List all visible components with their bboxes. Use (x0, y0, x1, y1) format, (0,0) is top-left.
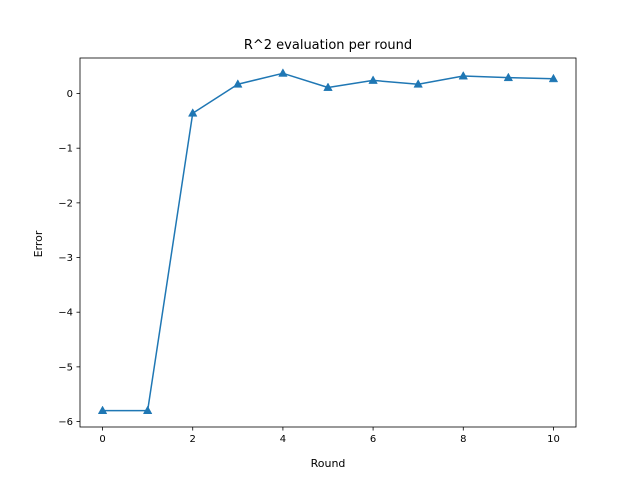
y-tick-label: −5 (58, 362, 73, 373)
x-tick-label: 4 (280, 434, 286, 445)
data-point-marker (142, 405, 153, 414)
y-tick-label: 0 (67, 89, 73, 100)
y-tick-label: −3 (58, 253, 73, 264)
data-point-marker (503, 72, 514, 82)
y-tick-label: −1 (58, 144, 73, 155)
x-tick-label: 0 (99, 434, 105, 445)
axes-frame (79, 57, 577, 428)
y-tick-label: −6 (58, 417, 73, 428)
data-point-marker (323, 82, 333, 91)
y-axis-label: Error (32, 230, 45, 257)
plot-area: 0 2 4 6 8 10 −6 −5 −4 −3 −2 −1 0 (58, 57, 577, 445)
x-tick-label: 8 (460, 434, 466, 445)
data-point-marker (97, 405, 108, 414)
y-tick-label: −2 (58, 198, 73, 209)
chart-title: R^2 evaluation per round (244, 38, 412, 53)
data-point-marker (458, 71, 468, 80)
data-point-marker (413, 79, 423, 88)
data-point-marker (278, 68, 288, 77)
data-point-marker (233, 79, 243, 88)
x-axis-label: Round (311, 457, 346, 470)
x-tick-label: 6 (370, 434, 376, 445)
y-tick-label: −4 (58, 308, 73, 319)
x-tick-label: 2 (190, 434, 196, 445)
data-point-marker (188, 108, 198, 117)
data-point-marker (368, 75, 378, 84)
data-point-marker (548, 73, 559, 83)
x-tick-label: 10 (547, 434, 560, 445)
